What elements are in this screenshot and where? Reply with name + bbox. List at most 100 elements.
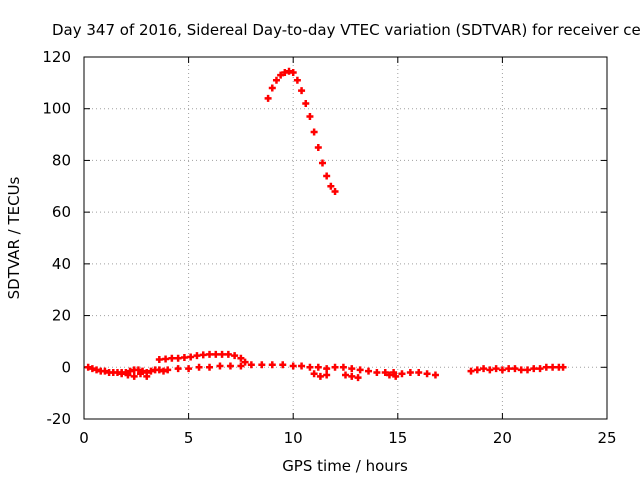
data-point — [298, 87, 306, 95]
data-point — [258, 361, 266, 369]
data-point — [327, 182, 335, 190]
data-point — [323, 371, 331, 379]
data-point — [406, 368, 414, 376]
data-point — [206, 363, 214, 371]
data-point — [231, 352, 239, 360]
y-tick-label: 20 — [52, 307, 71, 325]
x-tick-label: 15 — [388, 429, 407, 447]
series-near-zero-main — [84, 361, 439, 379]
data-point — [101, 367, 109, 375]
series-bump — [155, 350, 249, 366]
data-point — [473, 366, 481, 374]
data-point — [159, 367, 167, 375]
plot-area-border — [83, 56, 608, 420]
data-point — [511, 365, 519, 373]
data-point — [339, 363, 347, 371]
data-point — [155, 366, 163, 374]
data-point — [124, 371, 132, 379]
x-tick-labels: 0 5 10 15 20 25 — [79, 429, 616, 447]
data-point — [373, 368, 381, 376]
data-point — [323, 172, 331, 180]
data-point — [492, 365, 500, 373]
data-point — [199, 351, 207, 359]
data-point — [524, 366, 532, 374]
data-point — [314, 363, 322, 371]
data-point — [193, 352, 201, 360]
data-point — [143, 372, 151, 380]
data-point — [268, 361, 276, 369]
data-point — [486, 366, 494, 374]
data-point — [155, 356, 163, 364]
data-point — [289, 362, 297, 370]
y-tick-label: 60 — [52, 203, 71, 221]
data-point — [237, 362, 245, 370]
x-tick-label: 0 — [79, 429, 89, 447]
data-point — [174, 354, 182, 362]
data-point — [281, 69, 289, 77]
data-point — [302, 100, 310, 108]
data-point — [279, 361, 287, 369]
data-point — [381, 368, 389, 376]
data-point — [216, 362, 224, 370]
data-point — [241, 358, 249, 366]
data-point — [136, 370, 144, 378]
data-point — [354, 374, 362, 382]
y-tick-label: 80 — [52, 151, 71, 169]
data-point — [331, 187, 339, 195]
data-point — [130, 372, 138, 380]
x-axis-label: GPS time / hours — [282, 457, 408, 475]
data-point — [134, 366, 142, 374]
data-point — [84, 363, 92, 371]
data-point — [323, 365, 331, 373]
grid-lines — [84, 57, 607, 419]
data-point — [517, 366, 525, 374]
data-point — [498, 366, 506, 374]
data-point — [398, 370, 406, 378]
data-point — [314, 144, 322, 151]
data-point — [342, 371, 349, 379]
y-tick-label: -20 — [47, 410, 72, 428]
data-point — [168, 354, 176, 362]
data-point — [365, 367, 373, 375]
data-point — [180, 353, 188, 361]
data-point — [195, 363, 203, 371]
data-point — [247, 361, 255, 369]
data-point — [268, 84, 276, 92]
chart-title: Day 347 of 2016, Sidereal Day-to-day VTE… — [52, 21, 640, 39]
data-point — [237, 354, 245, 362]
data-point — [348, 365, 356, 373]
y-tick-labels: -20 0 20 40 60 80 100 120 — [42, 48, 71, 428]
data-point — [423, 370, 431, 378]
data-point — [467, 367, 475, 375]
x-tick-label: 20 — [493, 429, 512, 447]
data-point — [310, 128, 318, 136]
x-tick-label: 5 — [184, 429, 194, 447]
data-point — [331, 363, 339, 371]
data-point — [187, 353, 195, 361]
data-point — [88, 365, 96, 373]
data-point — [174, 365, 182, 373]
data-point — [480, 365, 488, 373]
x-tick-label: 25 — [597, 429, 616, 447]
series-dips — [118, 370, 400, 382]
data-point — [289, 69, 297, 77]
data-point — [118, 370, 126, 378]
data-point — [298, 362, 306, 370]
data-point — [272, 76, 280, 84]
data-point — [536, 365, 544, 373]
data-point — [356, 366, 364, 374]
axis-ticks — [83, 56, 608, 420]
data-point — [93, 366, 101, 374]
data-point — [542, 363, 550, 371]
data-point — [206, 350, 214, 358]
x-tick-label: 10 — [284, 429, 303, 447]
data-point — [505, 365, 513, 373]
data-point — [293, 76, 301, 84]
data-points — [84, 67, 567, 382]
y-tick-label: 0 — [61, 358, 71, 376]
data-point — [530, 365, 538, 373]
data-point — [392, 372, 400, 380]
y-axis-label: SDTVAR / TECUs — [5, 176, 23, 299]
data-point — [162, 355, 170, 363]
